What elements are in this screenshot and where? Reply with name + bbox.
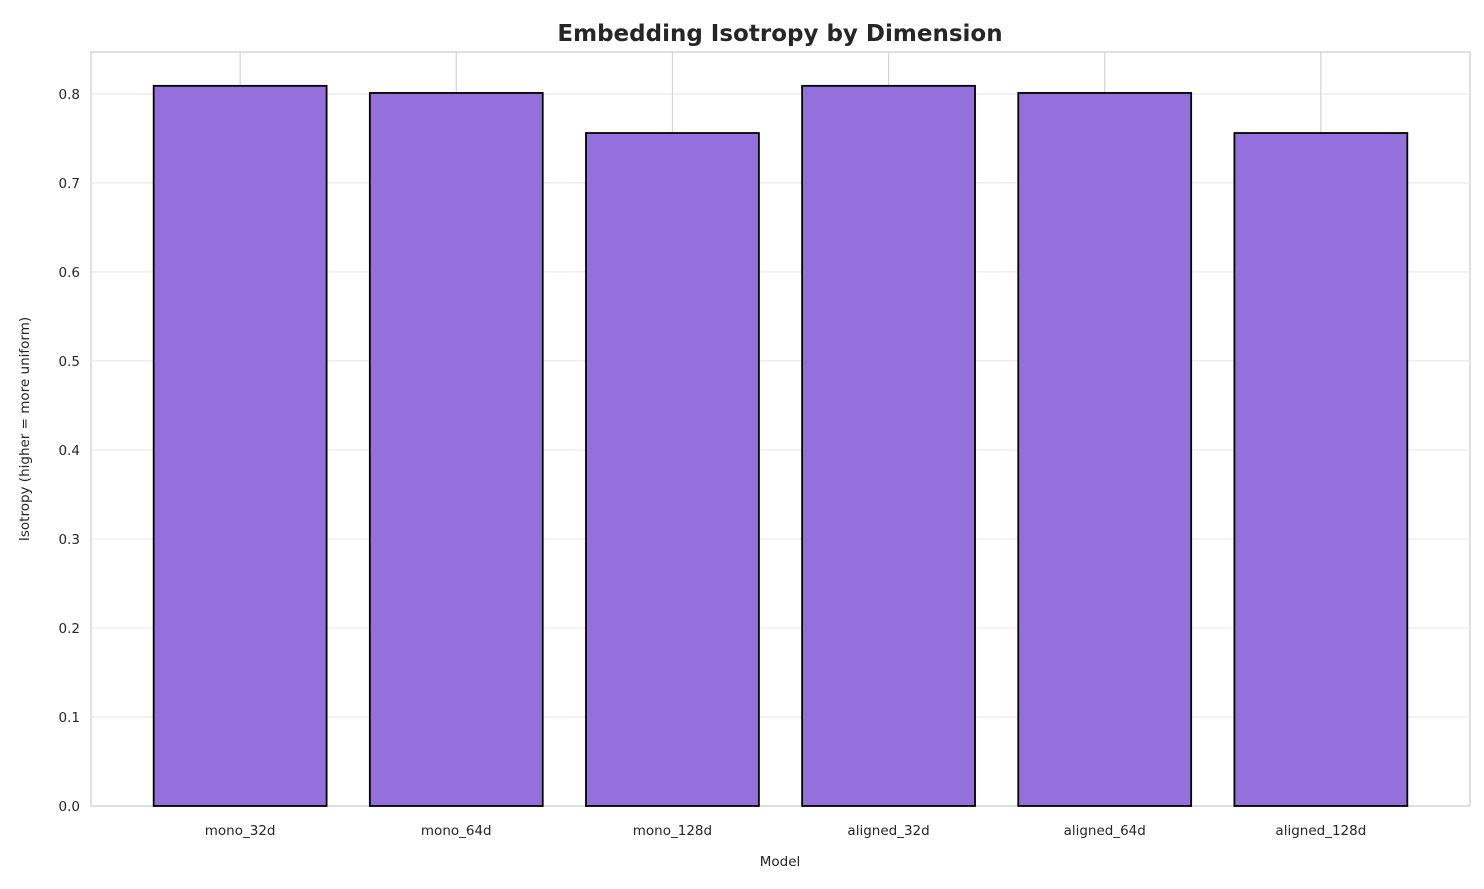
y-tick-label: 0.4: [59, 443, 80, 459]
bar-aligned_64d: [1017, 92, 1193, 807]
y-tick-label: 0.5: [59, 354, 80, 370]
x-tick-label: mono_64d: [421, 823, 492, 839]
y-tick-label: 0.6: [59, 265, 80, 281]
bar-aligned_32d: [801, 84, 976, 807]
x-tick-label: aligned_32d: [847, 823, 929, 839]
x-tick-labels: mono_32d mono_64d mono_128d aligned_32d alig…: [205, 823, 1367, 839]
bar-mono_64d: [368, 92, 544, 807]
x-tick-label: mono_32d: [205, 823, 276, 839]
y-tick-labels: 0.0 0.1 0.2 0.3 0.4 0.5 0.6 0.7 0.8: [59, 87, 80, 815]
y-axis-label: Isotropy (higher = more uniform): [17, 317, 33, 541]
bar-aligned_128d: [1233, 132, 1409, 807]
bars: [152, 84, 1409, 807]
y-tick-label: 0.1: [59, 710, 80, 726]
y-tick-label: 0.8: [59, 87, 80, 103]
bar-mono_32d: [152, 84, 328, 807]
y-tick-label: 0.3: [59, 532, 80, 548]
bar-mono_128d: [585, 132, 760, 807]
x-tick-label: aligned_128d: [1275, 823, 1366, 839]
chart-title: Embedding Isotropy by Dimension: [557, 21, 1002, 47]
x-tick-label: mono_128d: [633, 823, 712, 839]
y-tick-label: 0.7: [59, 176, 80, 192]
x-axis-label: Model: [760, 854, 801, 870]
y-tick-label: 0.0: [59, 799, 80, 815]
y-tick-label: 0.2: [59, 621, 80, 637]
x-tick-label: aligned_64d: [1064, 823, 1146, 839]
